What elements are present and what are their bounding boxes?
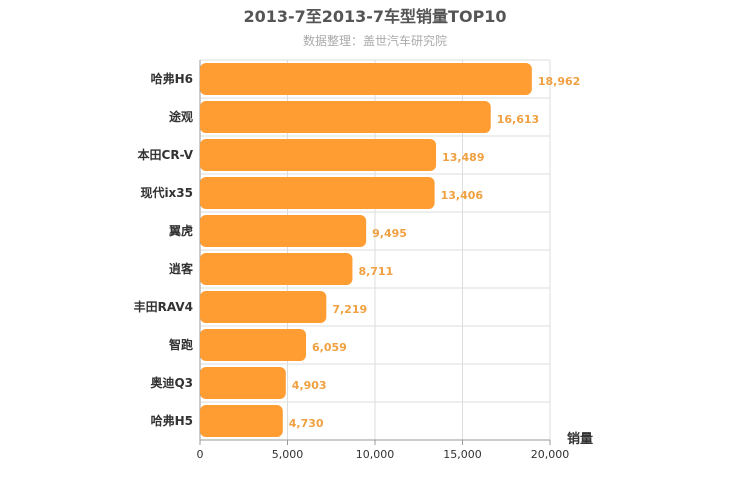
x-tick-label: 5,000 <box>272 448 304 461</box>
x-axis-label: 销量 <box>567 431 593 447</box>
category-label: 哈弗H5 <box>151 413 193 428</box>
bar[interactable] <box>200 367 286 399</box>
data-label: 13,406 <box>441 189 484 202</box>
data-label: 9,495 <box>372 227 407 240</box>
data-label: 4,730 <box>289 417 324 430</box>
category-label: 本田CR-V <box>138 147 194 162</box>
value-labels: 18,962 16,613 13,489 13,406 9,495 8,711 7,219 6… <box>289 75 581 430</box>
bar[interactable] <box>200 215 367 247</box>
data-label: 6,059 <box>312 341 347 354</box>
bar[interactable] <box>200 291 327 323</box>
category-label: 哈弗H6 <box>151 71 193 86</box>
x-tick-label: 15,000 <box>443 448 482 461</box>
bar[interactable] <box>200 177 435 209</box>
chart-title: 2013-7至2013-7车型销量TOP10 <box>243 7 506 26</box>
category-label: 现代ix35 <box>140 185 193 200</box>
bar[interactable] <box>200 329 307 361</box>
bar[interactable] <box>200 63 532 95</box>
category-label: 翼虎 <box>168 223 193 238</box>
data-label: 8,711 <box>358 265 393 278</box>
category-label: 途观 <box>169 109 193 124</box>
bars <box>200 63 532 437</box>
category-label: 逍客 <box>169 261 194 276</box>
x-axis-ticks: 0 5,000 10,000 15,000 20,000 <box>197 440 570 461</box>
data-label: 13,489 <box>442 151 484 164</box>
data-label: 4,903 <box>292 379 327 392</box>
bar[interactable] <box>200 253 353 285</box>
data-label: 16,613 <box>497 113 539 126</box>
x-tick-label: 0 <box>197 448 204 461</box>
x-tick-label: 20,000 <box>531 448 570 461</box>
category-label: 智跑 <box>168 337 193 352</box>
category-label: 丰田RAV4 <box>134 299 193 314</box>
category-label: 奥迪Q3 <box>150 375 193 390</box>
chart-subtitle: 数据整理：盖世汽车研究院 <box>303 33 447 48</box>
bar[interactable] <box>200 405 283 437</box>
bar[interactable] <box>200 139 437 171</box>
x-tick-label: 10,000 <box>356 448 395 461</box>
bar[interactable] <box>200 101 491 133</box>
data-label: 18,962 <box>538 75 580 88</box>
data-label: 7,219 <box>332 303 367 316</box>
